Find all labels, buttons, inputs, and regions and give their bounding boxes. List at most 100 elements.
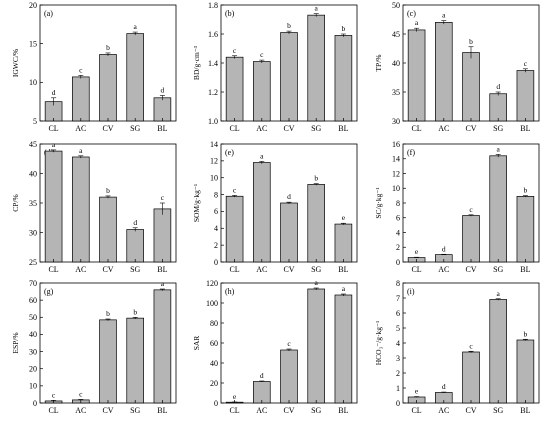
- significance-letter: c: [52, 390, 56, 399]
- y-tick-label: 3: [396, 354, 400, 363]
- y-tick-label: 6: [214, 207, 218, 216]
- x-tick-label: CL: [229, 124, 239, 133]
- y-tick-label: 30: [29, 347, 37, 356]
- bar: [435, 22, 453, 122]
- y-tick-label: 8: [214, 190, 218, 199]
- y-tick-label: 10: [210, 174, 218, 183]
- x-tick-label: BL: [520, 124, 530, 133]
- significance-letter: a: [79, 146, 83, 155]
- y-tick-label: 45: [29, 140, 37, 149]
- y-tick-label: 4: [396, 339, 400, 348]
- bar: [462, 351, 480, 404]
- y-tick-label: 14: [210, 140, 218, 149]
- x-tick-label: SG: [493, 265, 503, 274]
- y-axis-label: BD/g·cm⁻³: [192, 45, 201, 80]
- panel-label: (c): [407, 9, 416, 18]
- significance-letter: a: [161, 279, 165, 288]
- significance-letter: d: [52, 88, 56, 97]
- y-tick-label: 1.6: [208, 30, 218, 39]
- x-tick-label: AC: [438, 406, 449, 415]
- bar: [126, 317, 144, 404]
- significance-letter: b: [106, 309, 110, 318]
- bar: [253, 61, 271, 122]
- chart-panel: 1.0 1.2 1.4 1.6 1.8 BD/g·cm⁻³ (b) c CL c AC b CV a SG b…: [192, 1, 358, 133]
- y-tick-label: 35: [392, 88, 400, 97]
- x-tick-label: CV: [102, 124, 113, 133]
- y-tick-label: 0: [214, 399, 218, 408]
- y-tick-label: 100: [206, 299, 218, 308]
- x-tick-label: CV: [283, 124, 294, 133]
- bar: [280, 202, 298, 263]
- y-tick-label: 8: [396, 279, 400, 288]
- bar: [334, 35, 353, 122]
- x-tick-label: CV: [102, 406, 113, 415]
- x-tick-label: AC: [256, 124, 267, 133]
- y-axis-label: CP/%: [11, 194, 20, 212]
- significance-letter: d: [133, 218, 137, 227]
- panel-label: (a): [44, 9, 53, 18]
- x-tick-label: SG: [311, 124, 321, 133]
- bar: [126, 33, 144, 122]
- bar: [516, 70, 535, 122]
- y-tick-label: 40: [210, 359, 218, 368]
- y-axis-label: SAR: [192, 336, 201, 351]
- x-tick-label: AC: [75, 124, 86, 133]
- y-tick-label: 15: [29, 39, 37, 48]
- significance-letter: b: [469, 37, 473, 46]
- significance-letter: c: [469, 205, 473, 214]
- y-tick-label: 0: [396, 399, 400, 408]
- panel-label: (f): [407, 148, 415, 157]
- bar: [307, 14, 325, 122]
- bar: [489, 299, 507, 404]
- y-tick-label: 70: [29, 279, 37, 288]
- x-tick-label: AC: [438, 265, 449, 274]
- bar: [99, 319, 117, 404]
- y-tick-label: 40: [29, 169, 37, 178]
- x-tick-label: CL: [229, 265, 239, 274]
- significance-letter: b: [287, 21, 291, 30]
- bar: [253, 381, 271, 404]
- y-tick-label: 20: [29, 1, 37, 10]
- x-tick-label: BL: [520, 406, 530, 415]
- y-tick-label: 40: [392, 59, 400, 68]
- y-axis-label: HCO₃⁻/g·kg⁻¹: [374, 321, 383, 365]
- significance-letter: e: [342, 213, 346, 222]
- y-axis-label: SC/g·kg⁻¹: [374, 187, 383, 218]
- significance-letter: b: [524, 329, 528, 338]
- bar: [489, 93, 507, 122]
- significance-letter: e: [233, 392, 237, 401]
- significance-letter: c: [233, 185, 237, 194]
- x-tick-label: SG: [130, 124, 140, 133]
- significance-letter: a: [497, 144, 501, 153]
- chart-panel: 5 10 15 20 IGWC/% (a) d CL c AC b CV a SG d BL: [11, 1, 177, 133]
- significance-letter: b: [314, 174, 318, 183]
- bar: [280, 349, 298, 404]
- significance-letter: c: [79, 65, 83, 74]
- bar: [407, 29, 426, 122]
- chart-panel: 0 20 40 60 80 100 120 SAR (h) e CL d AC c CV a SG a BL: [192, 278, 358, 415]
- y-tick-label: 40: [29, 330, 37, 339]
- panel-label: (i): [407, 287, 415, 296]
- x-tick-label: CV: [465, 406, 476, 415]
- y-tick-label: 5: [396, 324, 400, 333]
- significance-letter: b: [342, 24, 346, 33]
- bar: [334, 294, 353, 404]
- y-tick-label: 2: [396, 369, 400, 378]
- y-tick-label: 80: [210, 319, 218, 328]
- significance-letter: c: [260, 50, 264, 59]
- x-tick-label: SG: [311, 265, 321, 274]
- chart-panel: 0 2 4 6 8 10 12 14 SOM/g·kg⁻¹ (e) c CL a AC d CV b SG e BL: [192, 140, 358, 274]
- y-tick-label: 6: [396, 214, 400, 223]
- significance-letter: c: [233, 46, 237, 55]
- bar: [72, 156, 90, 263]
- y-tick-label: 0: [33, 399, 37, 408]
- y-tick-label: 1.8: [208, 1, 218, 10]
- y-tick-label: 120: [206, 279, 218, 288]
- x-tick-label: CL: [411, 265, 421, 274]
- x-tick-label: AC: [256, 265, 267, 274]
- bar: [516, 196, 535, 263]
